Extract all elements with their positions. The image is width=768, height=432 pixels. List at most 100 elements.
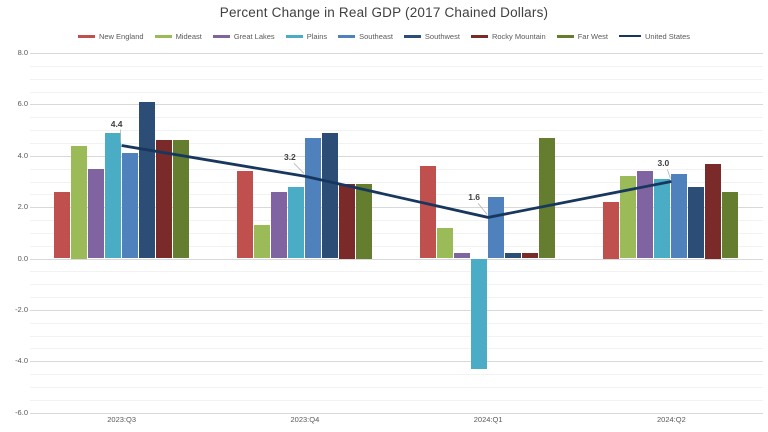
bar-plains [104,132,121,259]
minor-gridline [30,297,763,298]
bar-new-england [236,171,253,259]
bar-mideast [620,176,637,259]
legend-swatch-icon [77,34,95,38]
bar-far-west [355,184,372,259]
legend-swatch-icon [619,35,642,37]
bar-southwest [688,186,705,259]
legend-swatch-icon [470,34,488,38]
legend-item-great-lakes: Great Lakes [212,31,275,41]
bar-new-england [603,202,620,259]
x-axis-tick-label: 2024:Q2 [656,415,686,424]
bar-rocky-mountain [705,163,722,259]
x-axis-tick-label: 2023:Q4 [290,415,320,424]
legend-swatch-icon [338,34,356,38]
legend-item-label: United States [645,31,691,41]
legend-item-southwest: Southwest [403,31,460,41]
bar-southeast [304,137,321,259]
legend: New England Mideast Great Lakes Plains South… [0,29,768,43]
legend-item-label: Southeast [359,31,393,41]
y-axis-tick-label: 6.0 [17,99,28,109]
minor-gridline [30,348,763,350]
bar-new-england [420,166,437,259]
bar-rocky-mountain [155,140,172,259]
bar-far-west [722,191,739,259]
us-line-data-label: 4.4 [110,118,123,129]
bar-southeast [671,173,688,259]
minor-gridline [30,117,763,119]
minor-gridline [30,232,763,234]
legend-item-label: Southwest [424,31,460,41]
bar-plains [654,178,671,259]
legend-swatch-icon [154,34,172,38]
legend-item-label: Plains [306,31,328,41]
bar-southwest [138,101,155,259]
major-gridline [30,53,763,55]
minor-gridline [30,271,763,273]
major-gridline [30,361,763,363]
bar-mideast [253,225,270,259]
y-axis-tick-label: -6.0 [15,407,28,417]
major-gridline [30,309,763,311]
legend-swatch-icon [556,34,574,38]
us-line-data-label: 3.2 [283,152,296,163]
bar-new-england [53,191,70,259]
us-line-data-label: 3.0 [657,158,670,169]
legend-item-label: Mideast [175,31,202,41]
minor-gridline [30,142,763,144]
minor-gridline [30,91,763,93]
y-axis-tick-label: 0.0 [17,253,28,263]
legend-item-label: New England [98,31,144,41]
minor-gridline [30,335,763,337]
minor-gridline [30,78,763,80]
legend-swatch-icon [212,34,230,38]
legend-item-far-west: Far West [556,31,609,41]
legend-item-plains: Plains [285,31,328,41]
major-gridline [30,412,763,414]
legend-item-label: Far West [577,31,609,41]
legend-item-label: Great Lakes [233,31,275,41]
major-gridline [30,258,763,260]
chart-title: Percent Change in Real GDP (2017 Chained… [219,5,549,20]
y-axis-tick-label: 4.0 [17,150,28,160]
bar-mideast [70,145,87,259]
minor-gridline [30,130,763,132]
bar-southeast [121,153,138,259]
bar-southwest [321,132,338,259]
bar-great-lakes [454,253,471,259]
x-axis-tick-label: 2024:Q1 [473,415,503,424]
legend-swatch-icon [285,34,303,38]
minor-gridline [30,386,763,388]
legend-item-mideast: Mideast [154,31,202,41]
bar-rocky-mountain [338,184,355,259]
bar-far-west [539,137,556,259]
legend-item-rocky-mountain: Rocky Mountain [470,32,546,41]
x-axis-tick-label: 2023:Q3 [107,415,137,424]
legend-item-southeast: Southeast [338,32,393,41]
bar-plains [471,258,488,369]
legend-item-united-states: United States [619,32,690,41]
y-axis-tick-label: 2.0 [17,202,28,212]
bar-great-lakes [270,191,287,259]
bar-southeast [488,196,505,259]
bar-southwest [505,253,522,259]
y-axis-tick-label: 8.0 [17,48,28,58]
minor-gridline [30,322,763,324]
bar-great-lakes [637,171,654,259]
bar-far-west [172,140,189,259]
minor-gridline [30,245,763,247]
minor-gridline [30,399,763,401]
y-axis-tick-label: -2.0 [15,304,28,314]
minor-gridline [30,374,763,376]
bar-rocky-mountain [522,253,539,259]
legend-item-new-england: New England [77,31,144,41]
major-gridline [30,104,763,106]
minor-gridline [30,284,763,286]
minor-gridline [30,220,763,221]
bar-mideast [437,227,454,259]
minor-gridline [30,65,763,67]
data-label-leader-line [477,203,488,215]
y-axis-tick-label: -4.0 [15,356,28,366]
data-label-leader-line [667,169,671,179]
bar-great-lakes [87,168,104,259]
